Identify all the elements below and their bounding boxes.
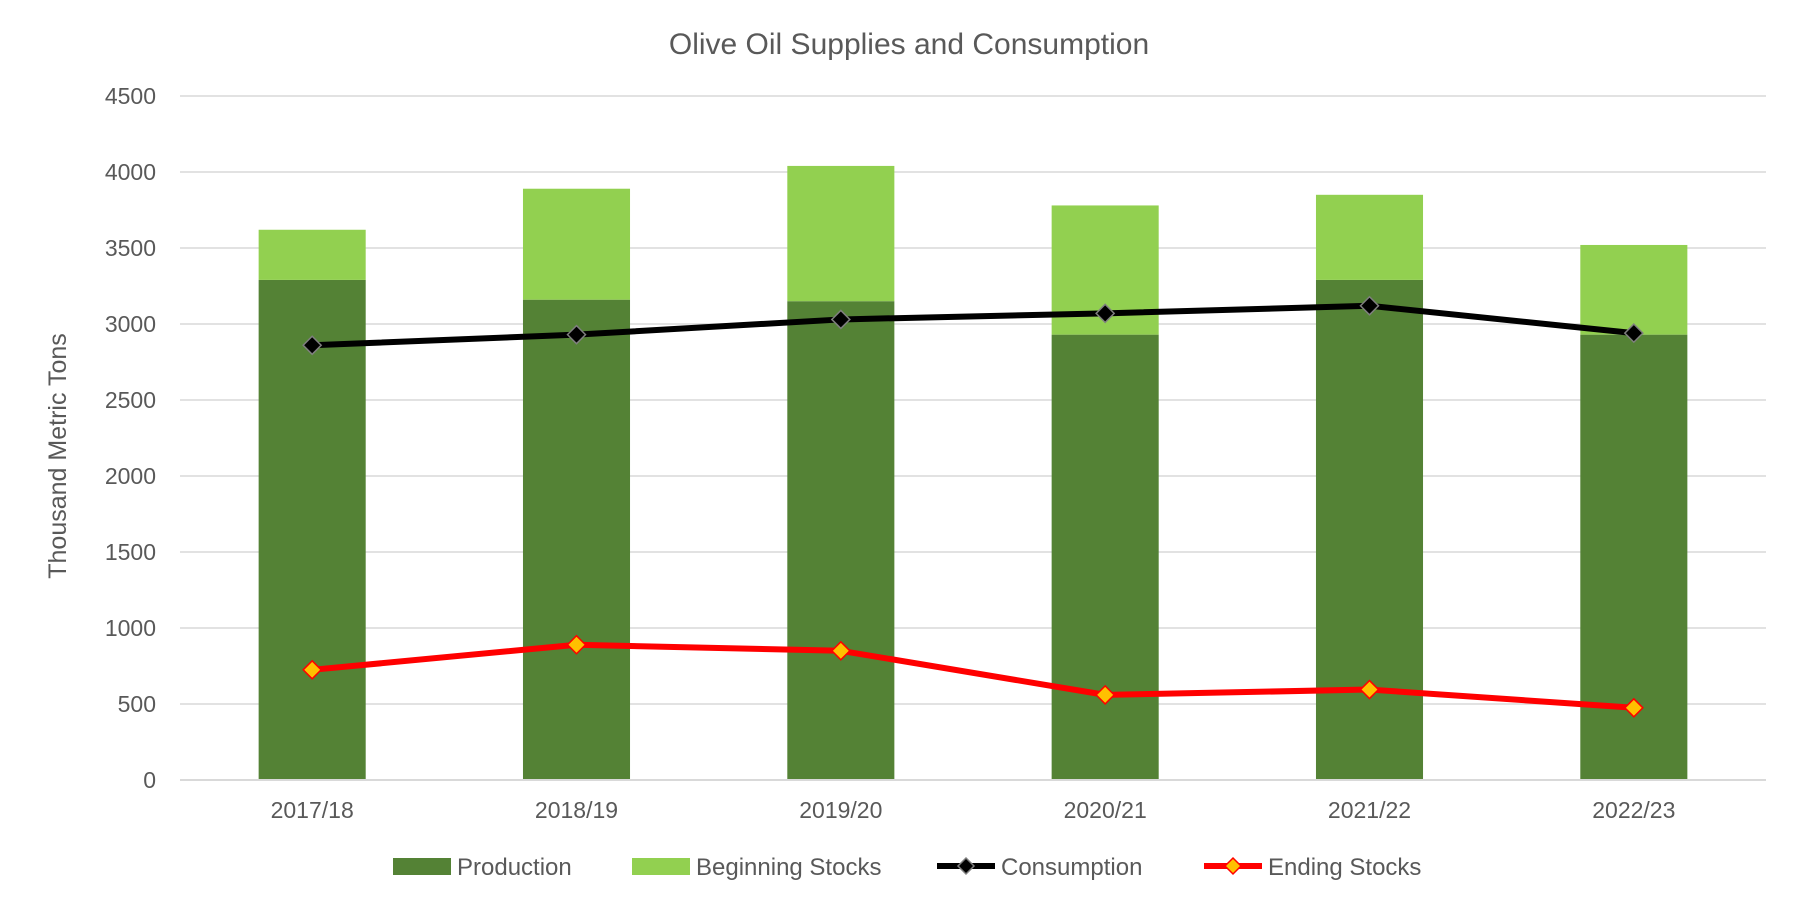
legend-label: Ending Stocks xyxy=(1268,854,1421,881)
y-tick-label: 1500 xyxy=(105,539,156,565)
chart-title: Olive Oil Supplies and Consumption xyxy=(669,28,1149,61)
y-tick-label: 3000 xyxy=(105,311,156,337)
lines xyxy=(302,295,1644,718)
x-axis-ticks: 2017/18 2018/19 2019/20 2020/21 2021/22 2022/… xyxy=(180,779,1766,823)
x-tick-label: 2022/23 xyxy=(1592,797,1675,823)
y-tick-label: 4500 xyxy=(105,83,156,109)
legend-item-beginning-stocks: Beginning Stocks xyxy=(632,854,881,881)
bar-beginning-stocks xyxy=(258,229,366,280)
x-tick-label: 2021/22 xyxy=(1328,797,1411,823)
bar-production xyxy=(787,301,895,780)
bar-production xyxy=(1051,334,1159,780)
bar-beginning-stocks xyxy=(522,188,631,300)
legend-marker xyxy=(956,856,976,876)
x-tick-label: 2018/19 xyxy=(535,797,618,823)
marker-consumption xyxy=(830,309,851,330)
y-tick-label: 2500 xyxy=(105,387,156,413)
marker-consumption xyxy=(1095,303,1116,324)
legend-item-consumption: Consumption xyxy=(937,854,1142,881)
legend-item-production: Production xyxy=(393,854,572,881)
marker-ending-stocks xyxy=(1623,697,1644,718)
line-ending-stocks xyxy=(309,641,1637,711)
marker-ending-stocks xyxy=(830,640,851,661)
line-consumption xyxy=(309,302,1637,349)
marker-consumption xyxy=(1623,323,1644,344)
y-tick-label: 0 xyxy=(143,767,156,793)
legend-item-ending-stocks: Ending Stocks xyxy=(1204,854,1421,881)
y-axis-ticks: 0 500 1000 1500 2000 2500 3000 3500 4000 4500 xyxy=(105,83,156,793)
marker-consumption xyxy=(566,324,587,345)
gridlines xyxy=(180,95,1766,781)
y-tick-label: 3500 xyxy=(105,235,156,261)
x-tick-label: 2019/20 xyxy=(799,797,882,823)
marker-ending-stocks xyxy=(302,659,323,680)
legend-marker xyxy=(1223,856,1243,876)
legend: Production Beginning Stocks Consumption End… xyxy=(393,854,1421,881)
bars xyxy=(258,165,1688,780)
marker-ending-stocks xyxy=(1359,679,1380,700)
y-tick-label: 500 xyxy=(118,691,156,717)
legend-swatch xyxy=(632,858,690,875)
y-tick-label: 1000 xyxy=(105,615,156,641)
legend-label: Consumption xyxy=(1001,854,1142,881)
bar-beginning-stocks xyxy=(787,165,895,302)
marker-consumption xyxy=(302,335,323,356)
marker-ending-stocks xyxy=(566,634,587,655)
bar-production xyxy=(522,299,631,780)
bar-beginning-stocks xyxy=(1315,194,1424,280)
legend-swatch xyxy=(393,858,451,875)
marker-consumption xyxy=(1359,295,1380,316)
bar-production xyxy=(258,279,366,780)
y-tick-label: 2000 xyxy=(105,463,156,489)
legend-label: Production xyxy=(457,854,572,881)
y-axis-title: Thousand Metric Tons xyxy=(44,333,72,579)
bar-production xyxy=(1315,279,1424,780)
bar-beginning-stocks xyxy=(1580,244,1688,335)
y-tick-label: 4000 xyxy=(105,159,156,185)
x-tick-label: 2017/18 xyxy=(271,797,354,823)
x-tick-label: 2020/21 xyxy=(1064,797,1147,823)
marker-ending-stocks xyxy=(1095,684,1116,705)
legend-label: Beginning Stocks xyxy=(696,854,881,881)
